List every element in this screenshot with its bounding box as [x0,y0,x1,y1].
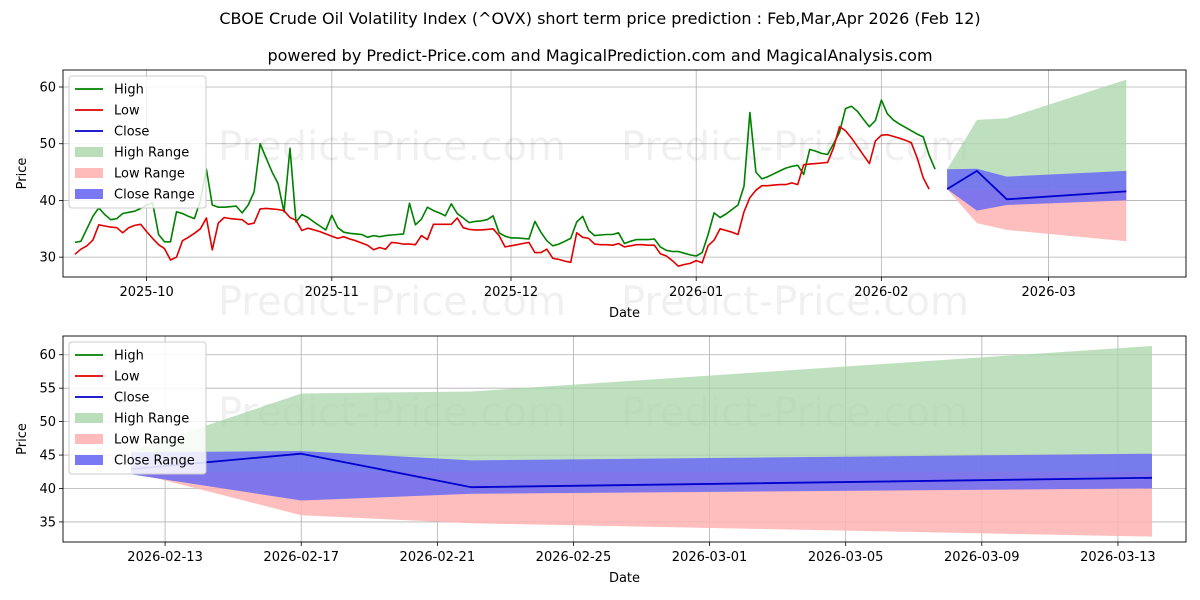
plot-area [74,79,1127,268]
panel-1: 30 40 50 60 2025-10 2025-11 2025-12 2026-01 2026… [15,69,1187,325]
watermark-text: Predict-Price.com [218,124,566,170]
legend-label: Close Range [114,188,195,203]
legend-item-high-range: High Range [75,146,189,161]
legend-label: Low [114,370,140,385]
legend: High Low Close High Range Low Range Close Ran… [68,75,207,209]
legend-item-low: Low [75,104,140,119]
legend-item-high: High [75,83,144,98]
legend-swatch [75,147,103,157]
x-tick-label: 2026-02-25 [536,550,612,565]
x-tick-label: 2026-02 [854,285,908,300]
y-tick-label: 45 [39,449,56,464]
x-tick-label: 2026-02-17 [263,550,339,565]
close-series-line [131,452,1153,489]
plot-frame [62,335,1187,543]
close-range-band [947,168,1127,211]
low-series-line [74,125,930,268]
chart-subtitle: powered by Predict-Price.com and Magical… [267,46,933,65]
legend-item-low: Low [75,370,140,385]
legend-label: Low [114,104,140,119]
x-axis-label: Date [609,306,640,321]
high-series-line [74,99,936,257]
y-axis-label: Price [15,158,30,190]
legend-label: High [114,349,144,364]
x-tick-label: 2025-10 [119,285,173,300]
legend-item-low-range: Low Range [75,167,185,182]
legend-item-close: Close [75,125,149,140]
y-tick-label: 35 [39,515,56,530]
x-tick-label: 2026-02-21 [400,550,476,565]
legend: High Low Close High Range Low Range Close Ran… [68,341,207,475]
chart-title: CBOE Crude Oil Volatility Index (^OVX) s… [219,9,981,28]
legend-box [68,75,207,209]
x-tick-label: 2026-03-09 [944,550,1020,565]
panel-2: 35 40 45 50 55 60 2026-02-13 2026-02-17 2026-02-… [15,335,1187,586]
x-tick-label: 2025-12 [484,285,538,300]
x-tick-label: 2025-11 [305,285,359,300]
plot-area [131,346,1153,537]
legend-label: Close Range [114,454,195,469]
x-tick-label: 2026-03-05 [808,550,884,565]
legend-label: Low Range [114,167,185,182]
legend-label: Low Range [114,433,185,448]
legend-label: High Range [114,146,189,161]
legend-item-high: High [75,349,144,364]
x-tick-label: 2026-03-13 [1080,550,1156,565]
high-range-band [947,79,1127,190]
plot-frame [62,69,1187,278]
legend-item-close-range: Close Range [75,454,195,469]
watermark-text: Predict-Price.com [218,279,566,325]
y-tick-label: 60 [39,81,56,96]
legend-item-high-range: High Range [75,412,189,427]
y-tick-label: 50 [39,137,56,152]
high-range-band [131,346,1153,472]
legend-label: High Range [114,412,189,427]
close-series-line [946,169,1127,201]
y-tick-label: 30 [39,251,56,266]
x-axis-label: Date [609,571,640,586]
legend-item-low-range: Low Range [75,433,185,448]
x-tick-label: 2026-03-01 [672,550,748,565]
legend-label: High [114,83,144,98]
legend-item-close-range: Close Range [75,188,195,203]
x-tick-label: 2026-02-13 [127,550,203,565]
x-tick-label: 2026-03 [1021,285,1075,300]
legend-swatch [75,413,103,423]
close-range-band [131,451,1153,501]
legend-box [68,341,207,475]
y-tick-label: 60 [39,348,56,363]
legend-swatch [75,189,103,199]
y-tick-label: 40 [39,482,56,497]
legend-item-close: Close [75,391,149,406]
legend-swatch [75,455,103,465]
legend-label: Close [114,125,149,140]
y-axis-label: Price [15,423,30,455]
y-tick-label: 50 [39,415,56,430]
legend-swatch [75,434,103,444]
y-tick-label: 55 [39,382,56,397]
legend-label: Close [114,391,149,406]
x-tick-label: 2026-01 [669,285,723,300]
watermark-text: Predict-Price.com [621,124,969,170]
legend-swatch [75,168,103,178]
y-tick-label: 40 [39,194,56,209]
watermark-text: Predict-Price.com [621,279,969,325]
